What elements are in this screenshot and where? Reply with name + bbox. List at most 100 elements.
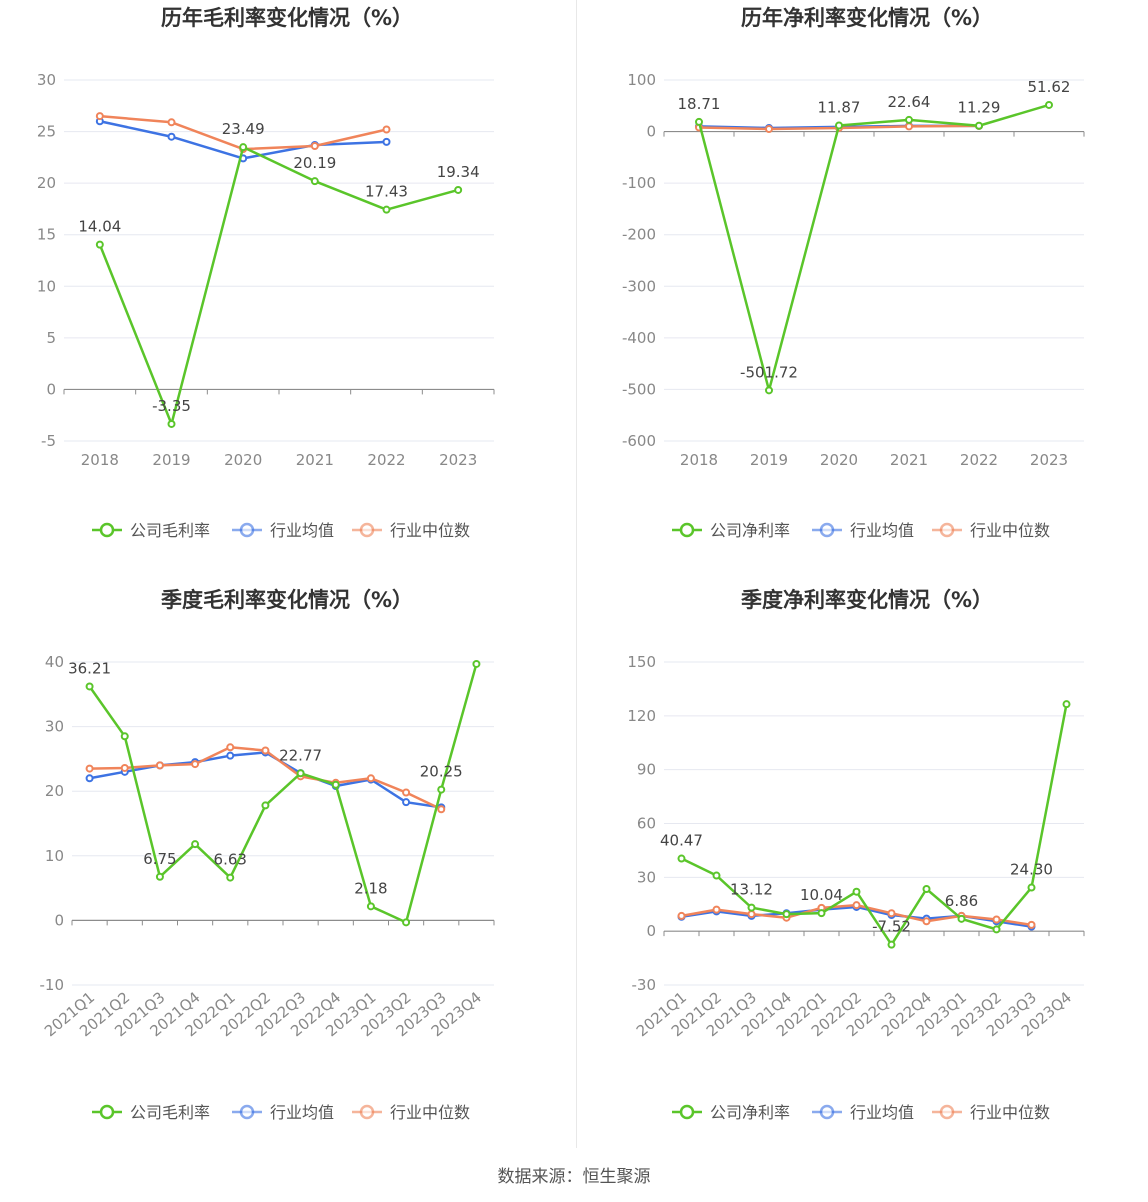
data-point-company [852, 887, 861, 896]
data-label: -501.72 [740, 363, 798, 381]
legend-item: 公司毛利率 [92, 521, 210, 540]
legend-label: 公司毛利率 [130, 521, 210, 540]
data-label: 22.64 [888, 93, 931, 111]
data-point-company [975, 121, 983, 130]
legend-item: 行业中位数 [352, 521, 470, 540]
data-label: 14.04 [78, 218, 121, 236]
x-tick-label: 2018 [81, 451, 119, 469]
x-tick-label: 2022 [960, 451, 998, 469]
legend-item: 行业中位数 [932, 1103, 1050, 1122]
data-point-company [85, 682, 94, 691]
data-point-company [120, 732, 129, 741]
y-tick-label: 5 [46, 329, 56, 347]
y-tick-label: 15 [37, 226, 56, 244]
data-point-industry_median [712, 905, 721, 914]
legend-label: 行业中位数 [390, 1103, 470, 1122]
data-point-company [887, 940, 896, 949]
x-tick-label: 2020 [224, 451, 262, 469]
data-point-company [992, 925, 1001, 934]
data-label: 40.47 [660, 832, 703, 850]
data-label: -7.52 [872, 918, 911, 936]
legend-item: 行业均值 [232, 521, 334, 540]
data-point-company [454, 185, 463, 194]
data-point-company [1027, 883, 1036, 892]
chart-title: 季度净利率变化情况（%） [741, 588, 993, 612]
legend-item: 行业均值 [812, 521, 914, 540]
data-point-industry_median [852, 901, 861, 910]
data-point-company [747, 903, 756, 912]
y-tick-label: 25 [37, 123, 56, 141]
y-tick-label: 150 [627, 653, 656, 671]
y-tick-label: 0 [54, 911, 64, 929]
legend-label: 行业中位数 [970, 1103, 1050, 1122]
data-point-company [331, 780, 340, 789]
legend-item: 行业均值 [232, 1103, 334, 1122]
data-label: 6.86 [945, 892, 978, 910]
data-label: 24.30 [1010, 861, 1053, 879]
data-label: 22.77 [279, 746, 322, 764]
annual-gross-margin-chart: 历年毛利率变化情况（%） -5 0 5 10 15 20 25 30 2018 2019 2020 20… [0, 0, 574, 580]
y-tick-label: 10 [37, 277, 56, 295]
data-point-company [765, 386, 773, 395]
y-tick-label: -30 [632, 976, 657, 994]
chart-title: 季度毛利率变化情况（%） [161, 588, 413, 612]
y-tick-label: 20 [37, 174, 56, 192]
data-point-industry_median [366, 774, 375, 783]
data-point-company [261, 801, 270, 810]
data-point-industry_median [85, 764, 94, 773]
data-label: 2.18 [354, 879, 387, 897]
chart-svg: 历年净利率变化情况（%） -600 -500 -400 -300 -200 -100 0 100… [622, 6, 1085, 540]
y-tick-label: 0 [646, 123, 656, 141]
y-tick-label: -10 [40, 976, 65, 994]
data-point-company [957, 914, 966, 923]
data-point-industry_median [765, 124, 773, 133]
data-point-company [437, 785, 446, 794]
data-point-industry_avg [167, 132, 176, 141]
legend-label: 行业均值 [270, 521, 334, 540]
y-tick-label: 90 [637, 761, 656, 779]
legend-item: 公司毛利率 [92, 1103, 210, 1122]
data-point-industry_avg [402, 798, 411, 807]
legend-item: 行业均值 [812, 1103, 914, 1122]
data-point-company [191, 840, 200, 849]
legend-marker [99, 1104, 115, 1120]
data-label: 19.34 [437, 163, 480, 181]
quarterly-net-margin-chart: 季度净利率变化情况（%） -30 0 30 60 90 120 150 2021Q1 2021Q2… [580, 582, 1148, 1162]
data-point-company [310, 177, 319, 186]
data-point-company [239, 143, 248, 152]
data-point-industry_median [310, 142, 319, 151]
panel-divider [576, 0, 577, 1148]
data-source-footer: 数据来源：恒生聚源 [497, 1167, 651, 1187]
data-point-company [1062, 700, 1071, 709]
data-point-company [382, 205, 391, 214]
y-tick-label: 60 [637, 815, 656, 833]
series-line-industry_avg [89, 751, 442, 809]
data-label: 17.43 [365, 183, 408, 201]
data-point-industry_avg [382, 137, 391, 146]
legend-item: 行业中位数 [352, 1103, 470, 1122]
data-point-company [402, 918, 411, 927]
x-tick-label: 2023 [1030, 451, 1068, 469]
data-point-company [835, 121, 843, 130]
data-point-company [677, 854, 686, 863]
y-tick-label: 30 [37, 71, 56, 89]
y-tick-label: -5 [41, 432, 56, 450]
data-point-company [226, 873, 235, 882]
legend-marker [679, 1104, 695, 1120]
legend-label: 公司毛利率 [130, 1103, 210, 1122]
data-label: 23.49 [222, 120, 265, 138]
legend-item: 公司净利率 [672, 1103, 790, 1122]
data-point-industry_median [155, 761, 164, 770]
x-tick-label: 2023 [439, 451, 477, 469]
legend-marker [239, 1104, 255, 1120]
y-tick-label: 0 [646, 922, 656, 940]
y-tick-label: 30 [45, 718, 64, 736]
legend-label: 行业均值 [850, 521, 914, 540]
data-point-company [155, 872, 164, 881]
data-point-industry_median [992, 915, 1001, 924]
data-point-industry_median [261, 746, 270, 755]
legend-marker [239, 522, 255, 538]
y-tick-label: -400 [622, 329, 656, 347]
data-label: 18.71 [678, 95, 721, 113]
data-label: 51.62 [1028, 78, 1071, 96]
